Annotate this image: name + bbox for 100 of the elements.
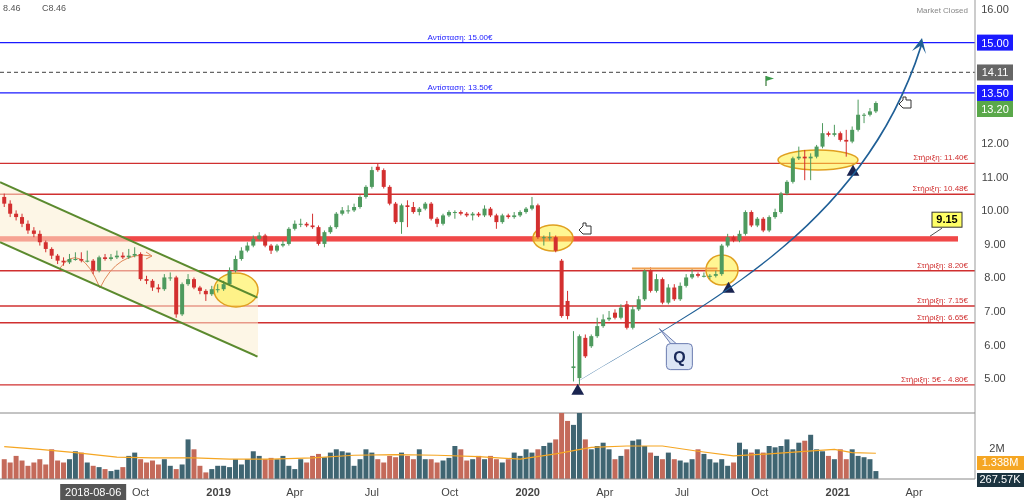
candlestick [399, 203, 404, 235]
candlestick [630, 305, 635, 330]
y-tick-label: 14.11 [981, 66, 1009, 79]
ref-line-label: Αντίσταση: 13.50€ [427, 82, 494, 92]
x-tick-label: 2020 [515, 486, 540, 498]
candlestick [31, 226, 36, 238]
candlestick [666, 283, 671, 305]
bar [499, 462, 505, 479]
bar [535, 449, 541, 479]
candlestick [316, 224, 321, 247]
band-label: 9.15 [936, 213, 958, 226]
bar [695, 449, 701, 479]
candlestick [352, 203, 357, 213]
ref-line-label: Στήριξη: 8.20€ [917, 260, 969, 270]
bar [84, 462, 90, 479]
bar [476, 455, 482, 479]
annotation: 8.46 [3, 3, 21, 13]
x-tick-label: Jul [364, 486, 379, 498]
x-tick-label: 2021 [825, 486, 851, 498]
candlestick [14, 209, 19, 221]
candlestick [452, 209, 457, 220]
candlestick [215, 283, 220, 294]
candlestick [405, 199, 410, 228]
ref-line-label: Στήριξη: 7.15€ [917, 295, 969, 305]
y-tick-label: 12.00 [981, 137, 1009, 150]
y-tick-label: 7.00 [984, 305, 1006, 318]
candlestick [820, 122, 825, 149]
bar [505, 459, 511, 479]
text: 2M [989, 442, 1005, 454]
bar [78, 452, 84, 479]
bar [102, 469, 108, 479]
candlestick [108, 253, 113, 262]
candlestick [73, 251, 78, 262]
candlestick [286, 226, 291, 247]
bar [802, 440, 808, 479]
x-tick-label: Oct [751, 486, 769, 498]
ref-line-label: Στήριξη: 6.65€ [917, 312, 969, 322]
bar [648, 452, 654, 479]
candlestick [518, 209, 523, 218]
candlestick [690, 268, 695, 280]
bar [399, 452, 405, 479]
candlestick [844, 129, 849, 158]
bar [96, 467, 102, 479]
candlestick [601, 313, 606, 329]
candlestick [867, 107, 872, 117]
candlestick [269, 243, 274, 255]
annotation: C8.46 [42, 3, 67, 13]
y-tick-label: 10.00 [981, 204, 1009, 217]
y-tick-label: 13.50 [981, 86, 1009, 99]
candlestick [701, 271, 706, 278]
candlestick [612, 308, 617, 320]
bar [612, 459, 618, 479]
y-tick-label: 16.00 [981, 3, 1009, 16]
annotation: Market Closed [916, 6, 968, 15]
candlestick [654, 273, 659, 294]
candlestick [790, 156, 795, 185]
bar [760, 452, 766, 479]
bar [653, 455, 659, 479]
y-tick-label: 6.00 [984, 338, 1006, 351]
candlestick [583, 333, 588, 359]
candlestick [862, 112, 867, 124]
candlestick [381, 167, 386, 190]
bar [618, 455, 624, 479]
candlestick [541, 235, 546, 247]
bar [90, 465, 96, 479]
ref-line-label: Στήριξη: 11.40€ [913, 153, 969, 163]
candlestick [280, 240, 285, 248]
candlestick [529, 196, 534, 211]
candlestick [429, 201, 434, 221]
bar [731, 462, 737, 479]
x-tick-label: Apr [596, 486, 614, 498]
y-tick-label: 11.00 [981, 170, 1009, 183]
y-tick-label: 15.00 [981, 36, 1009, 49]
candlestick [103, 253, 108, 262]
candlestick [20, 213, 25, 228]
candlestick [186, 273, 191, 287]
bar [659, 459, 665, 479]
x-tick-label: Apr [286, 486, 304, 498]
candlestick [779, 191, 784, 215]
text: 1.338M [981, 456, 1019, 468]
text: 13.20 [981, 103, 1009, 115]
x-tick-label: 2018-08-06 [65, 486, 122, 498]
candlestick [346, 204, 351, 215]
bar [120, 467, 126, 479]
y-tick-label: 8.00 [984, 271, 1006, 284]
candlestick [743, 209, 748, 237]
candlestick [197, 285, 202, 295]
ref-line-label: Στήριξη: 5€ - 4.80€ [900, 374, 969, 384]
y-tick-label: 5.00 [984, 372, 1006, 385]
bar [624, 449, 630, 479]
x-tick-label: Oct [441, 486, 459, 498]
candlestick [393, 201, 398, 225]
annotation: Q [673, 348, 686, 366]
candlestick [595, 317, 600, 339]
bar [831, 459, 837, 479]
candlestick [369, 166, 374, 190]
candlestick [168, 271, 173, 282]
bar [671, 459, 677, 479]
bar [825, 455, 831, 479]
candlestick [856, 99, 861, 133]
